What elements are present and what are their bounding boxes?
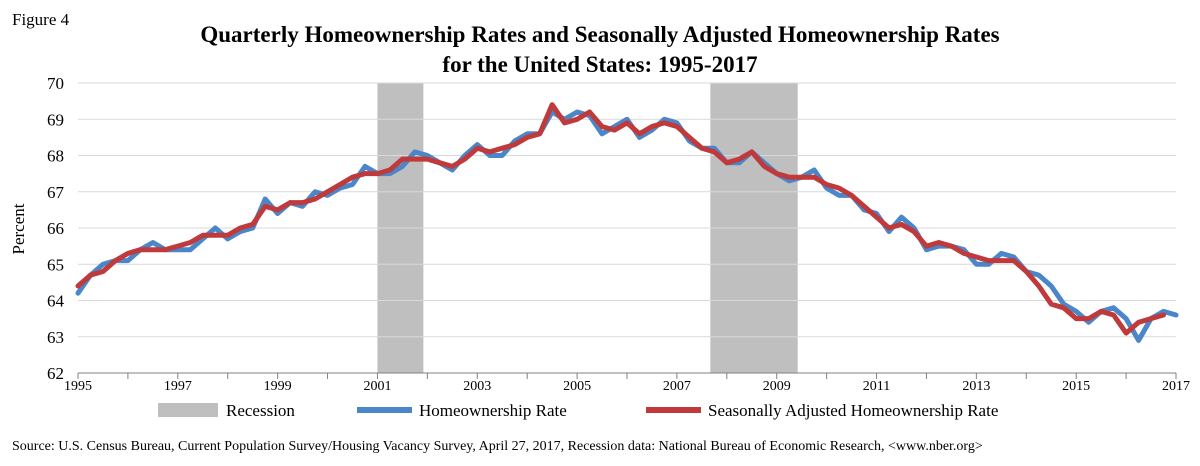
x-tick-label-2017: 2017 [1162, 379, 1190, 394]
x-tick-label-2011: 2011 [863, 379, 890, 394]
legend-label-recession: Recession [226, 401, 295, 420]
y-tick-label-70: 70 [47, 74, 64, 93]
y-tick-label-64: 64 [47, 292, 65, 311]
x-tick-label-2007: 2007 [663, 379, 691, 394]
x-tick-label-2001: 2001 [363, 379, 391, 394]
x-tick-label-2005: 2005 [563, 379, 591, 394]
axes: 62 63 64 65 66 67 68 69 70 1995 1997 1999 2001 2003 20… [47, 74, 1190, 394]
x-tick-label-1999: 1999 [264, 379, 292, 394]
y-tick-label-63: 63 [47, 328, 64, 347]
y-tick-label-68: 68 [47, 147, 64, 166]
source-note: Source: U.S. Census Bureau, Current Popu… [12, 439, 983, 454]
y-tick-label-66: 66 [47, 219, 64, 238]
y-tick-label-65: 65 [47, 255, 64, 274]
x-tick-label-2015: 2015 [1062, 379, 1090, 394]
legend-label-seasonally-adjusted: Seasonally Adjusted Homeownership Rate [708, 401, 998, 420]
legend: Recession Homeownership Rate Seasonally Ad… [158, 401, 998, 420]
chart-title-line-1: Quarterly Homeownership Rates and Season… [200, 22, 1000, 47]
x-tick-label-2013: 2013 [962, 379, 990, 394]
y-axis-label: Percent [9, 203, 28, 254]
x-tick-label-1997: 1997 [164, 379, 192, 394]
figure-label: Figure 4 [12, 10, 70, 29]
chart-title-line-2: for the United States: 1995-2017 [442, 52, 758, 77]
x-tick-label-2009: 2009 [763, 379, 791, 394]
x-tick-label-2003: 2003 [463, 379, 491, 394]
y-tick-label-67: 67 [47, 183, 65, 202]
y-tick-label-69: 69 [47, 110, 64, 129]
legend-swatch-recession [158, 403, 218, 417]
seasonally-adjusted-rate-line [75, 102, 1166, 336]
x-tick-label-1995: 1995 [64, 379, 92, 394]
series-lines [75, 102, 1179, 343]
legend-label-homeownership: Homeownership Rate [419, 401, 567, 420]
y-tick-label-62: 62 [47, 364, 64, 383]
chart-title: Quarterly Homeownership Rates and Season… [0, 20, 1200, 80]
